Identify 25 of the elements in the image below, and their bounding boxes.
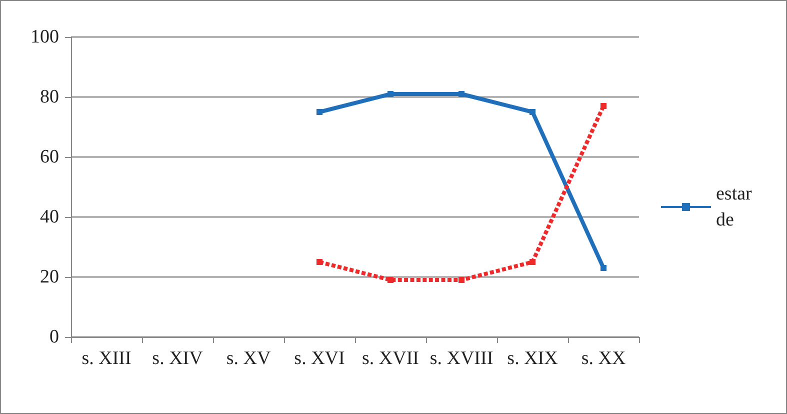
y-tick-label: 100 [30, 26, 59, 48]
y-tick-label: 20 [40, 266, 59, 288]
point [388, 277, 394, 283]
point [600, 265, 606, 271]
x-tick-label: s. XIX [507, 348, 558, 369]
x-tick-label: s. XX [581, 348, 626, 369]
point [458, 277, 464, 283]
x-tick-label: s. XVIII [430, 348, 494, 369]
point [530, 109, 536, 115]
y-tick-label: 0 [50, 326, 59, 348]
x-tick-label: s. XIII [82, 348, 132, 369]
x-tick-label: s. XIV [152, 348, 204, 369]
x-tick-label: s. XVII [362, 348, 419, 369]
y-tick-label: 60 [40, 146, 59, 168]
point [388, 91, 394, 97]
x-tick-label: s. XV [226, 348, 271, 369]
point [458, 91, 464, 97]
legend-label: estar de [716, 184, 757, 230]
y-tick-label: 80 [40, 86, 59, 108]
point [530, 259, 536, 265]
x-tick-label: s. XVI [294, 348, 345, 369]
point [316, 259, 322, 265]
y-tick-label: 40 [40, 206, 59, 228]
point [316, 109, 322, 115]
point [600, 103, 606, 109]
